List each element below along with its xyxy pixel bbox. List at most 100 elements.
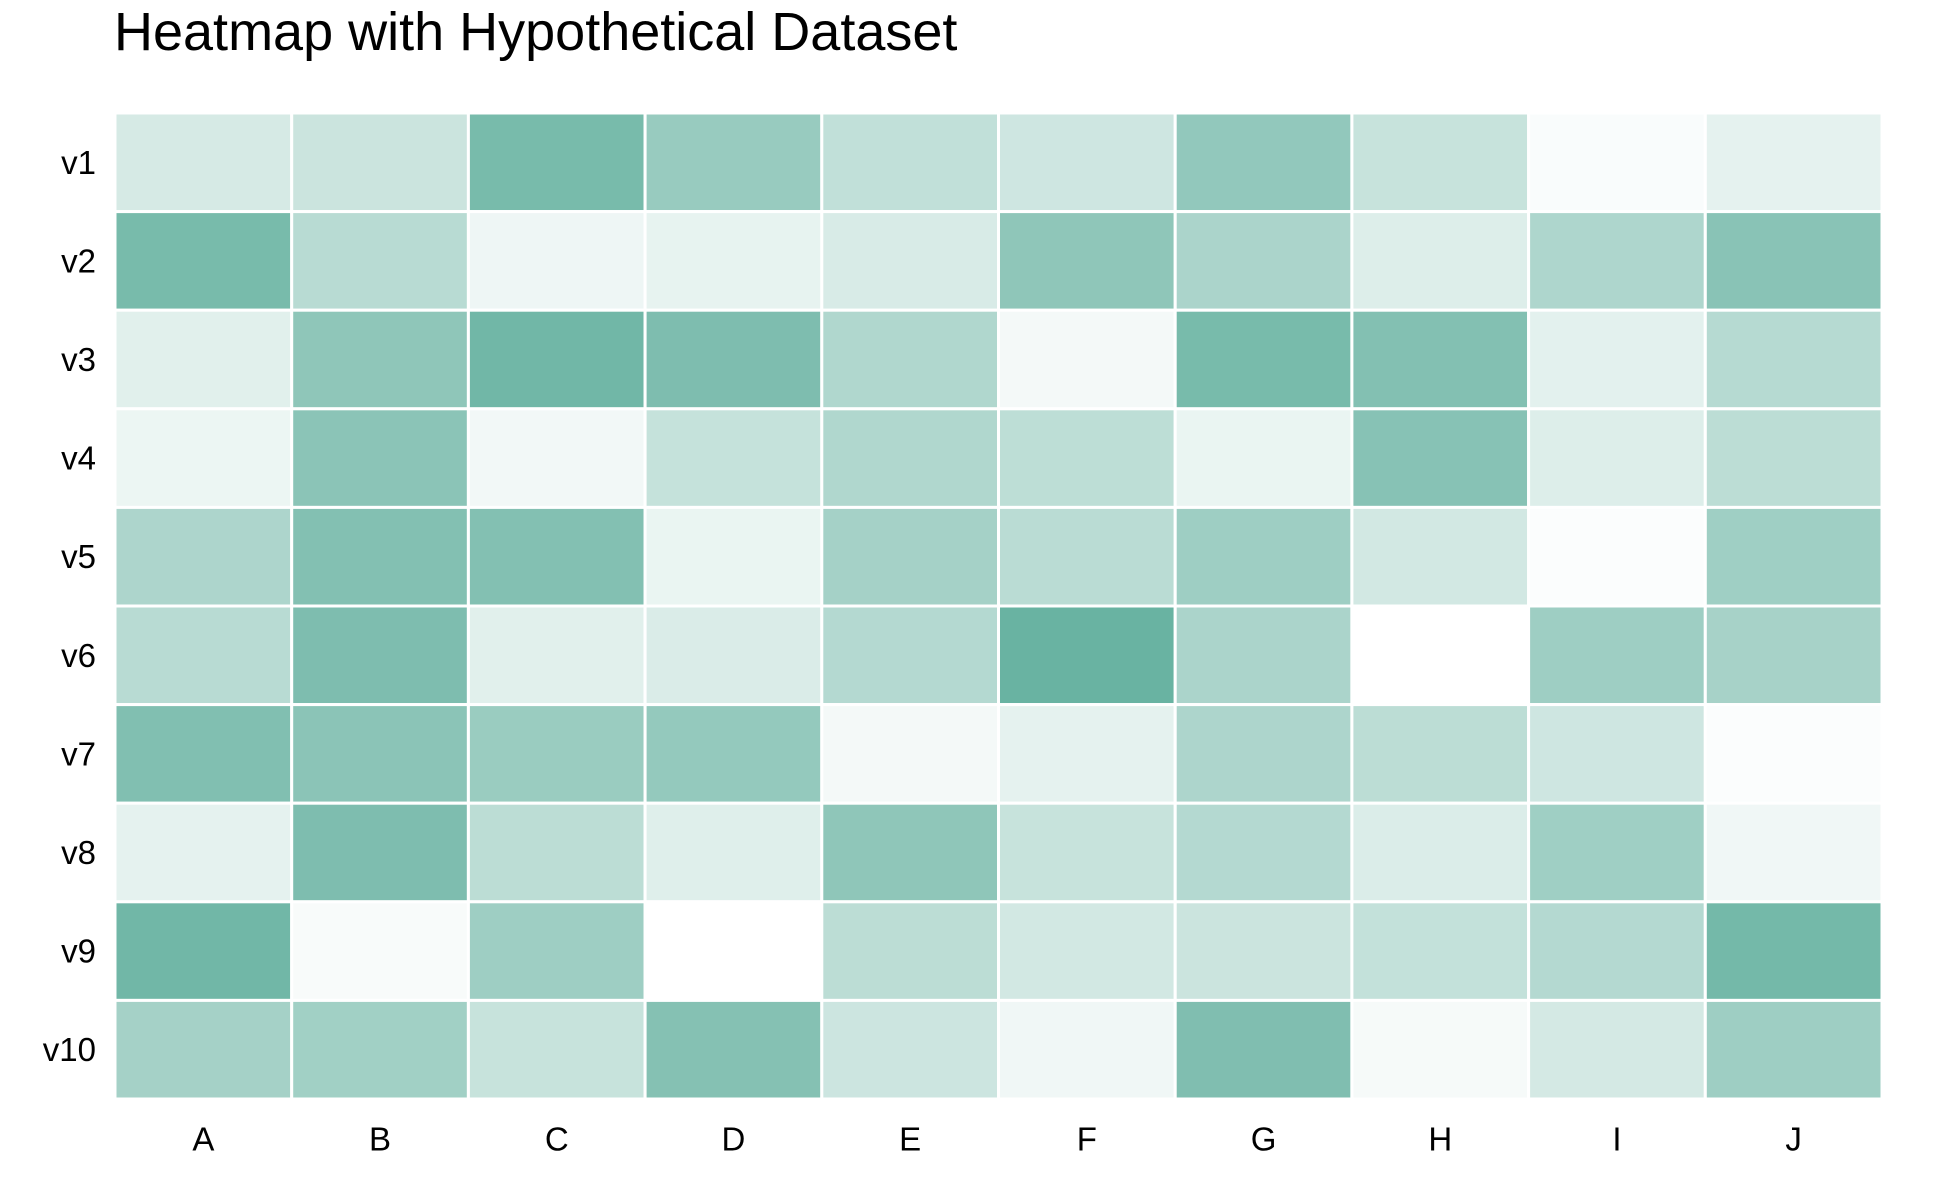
heatmap-cell-v1-H [1350,111,1531,214]
heatmap-cell-v4-A [113,407,294,509]
heatmap-cell-v4-H [1350,407,1531,509]
heatmap-cell-v4-D [643,407,824,509]
heatmap-cell-v2-H [1350,210,1531,312]
heatmap-cell-v2-E [820,210,1000,312]
heatmap-cell-v7-F [997,703,1177,805]
y-tick-label: v9 [61,933,96,970]
heatmap-cell-v6-F [997,604,1177,707]
heatmap-cell-v3-J [1703,308,1884,411]
heatmap-cell-v3-C [466,308,647,411]
heatmap-cell-v7-J [1703,703,1884,805]
x-axis: A B C D E F G H I J [192,1121,1802,1158]
heatmap-cell-v1-F [997,111,1177,214]
heatmap-cell-v10-G [1173,998,1354,1101]
heatmap-cell-v1-G [1173,111,1354,214]
heatmap-cell-v4-C [466,407,647,509]
heatmap-cell-v2-B [290,210,470,312]
heatmap-cell-v7-G [1173,703,1354,805]
y-tick-label: v3 [61,341,96,378]
heatmap-cell-v10-A [113,998,294,1101]
heatmap-cell-v7-B [290,703,470,805]
heatmap-cell-v4-E [820,407,1000,509]
heatmap-cell-v2-A [113,210,294,312]
x-tick-label: D [722,1121,746,1158]
heatmap-cell-v9-D [643,900,824,1002]
heatmap-cell-v1-C [466,111,647,214]
heatmap-cell-v3-G [1173,308,1354,411]
heatmap-cell-v4-G [1173,407,1354,509]
heatmap-cell-v1-B [290,111,470,214]
heatmap-cell-v5-I [1527,505,1707,608]
heatmap-cell-v4-J [1703,407,1884,509]
heatmap-cell-v5-G [1173,505,1354,608]
y-tick-label: v6 [61,637,96,674]
heatmap-cell-v10-E [820,998,1000,1101]
y-tick-label: v5 [61,538,96,575]
heatmap-cell-v3-B [290,308,470,411]
heatmap-cell-v2-F [997,210,1177,312]
heatmap-cell-v7-D [643,703,824,805]
x-tick-label: B [369,1121,391,1158]
heatmap-cell-v5-C [466,505,647,608]
x-tick-label: G [1251,1121,1277,1158]
x-tick-label: A [192,1121,214,1158]
heatmap-cell-v4-B [290,407,470,509]
heatmap-cell-v6-A [113,604,294,707]
heatmap-cell-v7-H [1350,703,1531,805]
heatmap-cell-v9-E [820,900,1000,1002]
y-tick-label: v2 [61,242,96,279]
heatmap-cell-v10-H [1350,998,1531,1101]
heatmap-cell-v2-J [1703,210,1884,312]
heatmap-cell-v10-F [997,998,1177,1101]
heatmap-cell-v9-C [466,900,647,1002]
heatmap-cell-v2-D [643,210,824,312]
y-tick-label: v8 [61,834,96,871]
heatmap-cell-v6-E [820,604,1000,707]
heatmap-cell-v10-D [643,998,824,1101]
heatmap-cell-v6-J [1703,604,1884,707]
heatmap-cell-v9-B [290,900,470,1002]
x-tick-label: I [1612,1121,1621,1158]
heatmap-cell-v2-G [1173,210,1354,312]
heatmap-cell-v5-D [643,505,824,608]
y-tick-label: v7 [61,735,96,772]
y-axis: v1 v2 v3 v4 v5 v6 v7 v8 v9 v10 [43,144,96,1068]
heatmap-cell-v7-E [820,703,1000,805]
x-tick-label: E [899,1121,921,1158]
heatmap-cell-v3-A [113,308,294,411]
heatmap-cell-v6-H [1350,604,1531,707]
heatmap-cell-v3-D [643,308,824,411]
heatmap-cell-v5-E [820,505,1000,608]
heatmap-cell-v6-I [1527,604,1707,707]
heatmap-cell-v8-I [1527,801,1707,904]
heatmap-cell-v5-J [1703,505,1884,608]
y-tick-label: v4 [61,440,96,477]
heatmap-cell-v8-E [820,801,1000,904]
heatmap-cell-v1-E [820,111,1000,214]
chart-title: Heatmap with Hypothetical Dataset [114,2,957,62]
heatmap-cell-v7-A [113,703,294,805]
heatmap-cell-v9-H [1350,900,1531,1002]
heatmap-cell-v4-F [997,407,1177,509]
heatmap-cell-v2-I [1527,210,1707,312]
heatmap-cell-v10-J [1703,998,1884,1101]
heatmap-cell-v1-I [1527,111,1707,214]
heatmap-cell-v8-D [643,801,824,904]
heatmap-cell-v6-B [290,604,470,707]
heatmap-cell-v6-D [643,604,824,707]
heatmap-cell-v8-B [290,801,470,904]
heatmap-cell-v5-H [1350,505,1531,608]
heatmap-cell-v1-A [113,111,294,214]
heatmap-cell-v9-J [1703,900,1884,1002]
y-tick-label: v1 [61,144,96,181]
heatmap-cell-v5-A [113,505,294,608]
heatmap-cell-v6-G [1173,604,1354,707]
heatmap-cell-v8-G [1173,801,1354,904]
heatmap-cell-v3-E [820,308,1000,411]
heatmap-cells [113,111,1884,1101]
x-tick-label: F [1077,1121,1097,1158]
heatmap-cell-v1-D [643,111,824,214]
heatmap-cell-v3-H [1350,308,1531,411]
